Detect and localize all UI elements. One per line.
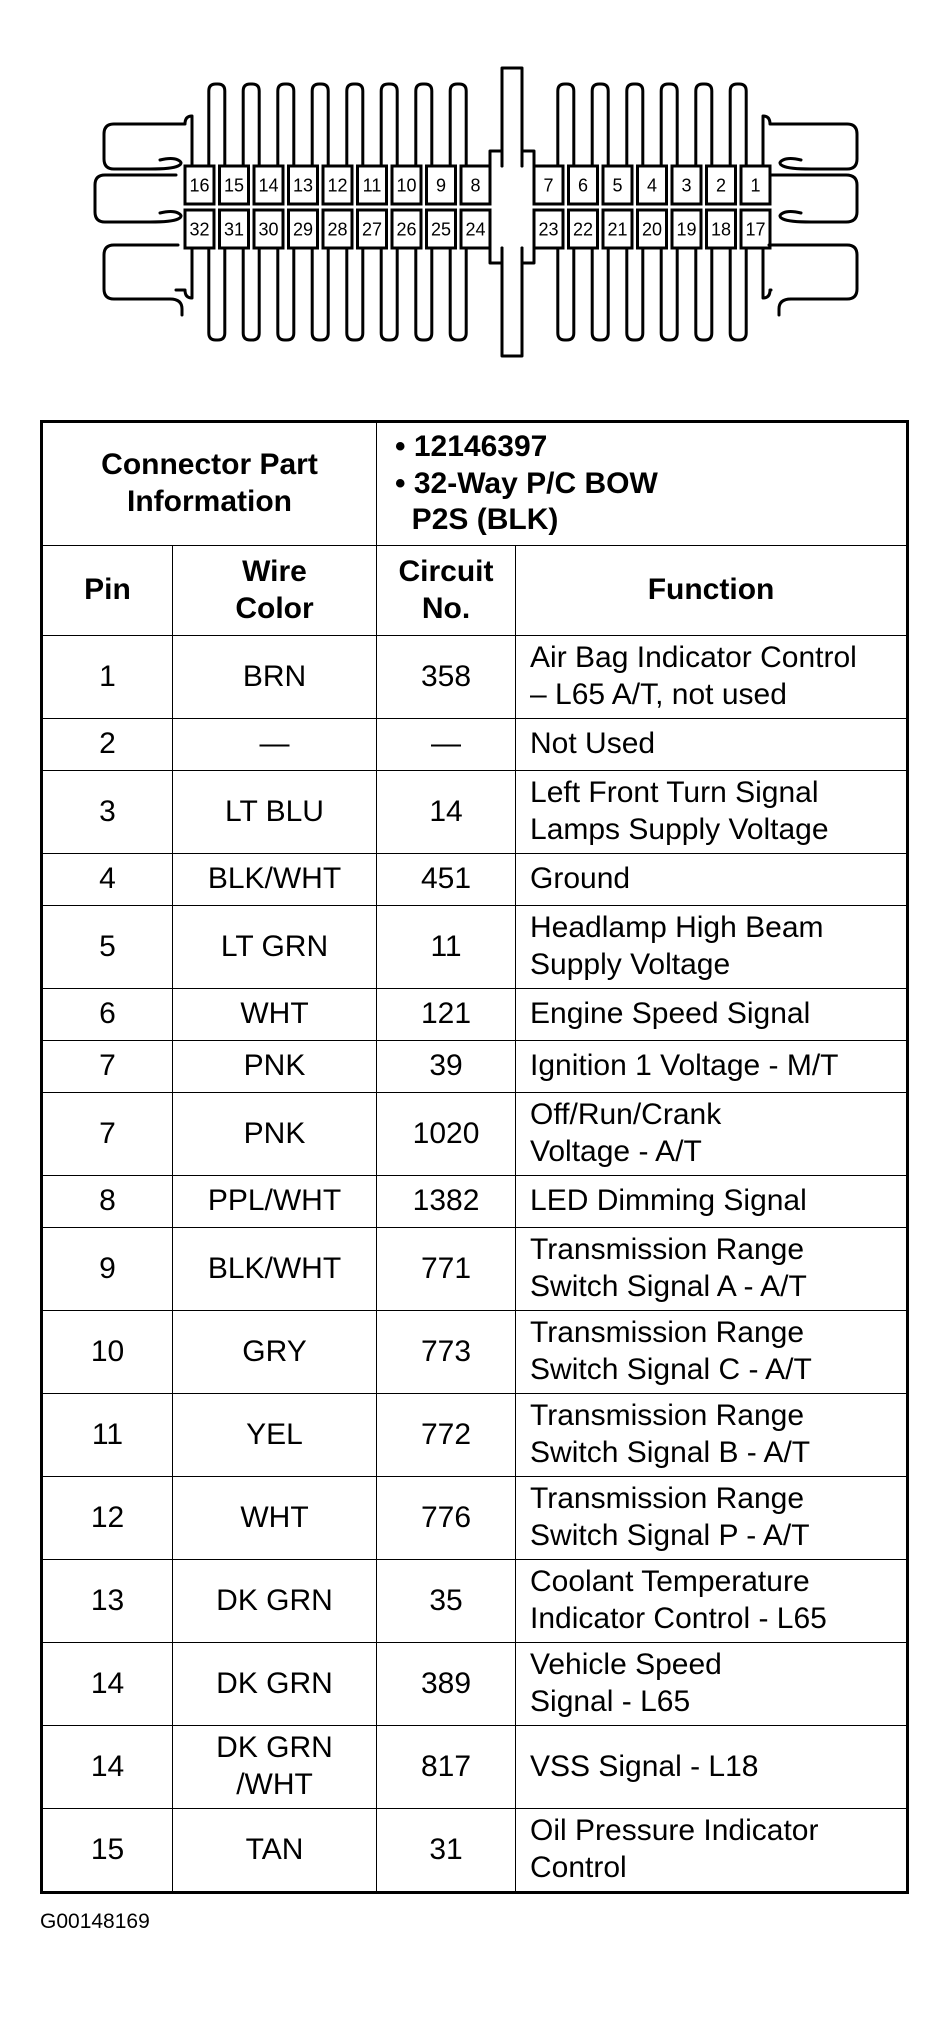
svg-text:30: 30 bbox=[258, 220, 278, 240]
svg-text:1: 1 bbox=[750, 176, 760, 196]
svg-text:22: 22 bbox=[573, 220, 593, 240]
svg-text:13: 13 bbox=[293, 176, 313, 196]
svg-text:28: 28 bbox=[327, 220, 347, 240]
svg-text:14: 14 bbox=[258, 176, 278, 196]
svg-text:16: 16 bbox=[189, 176, 209, 196]
svg-text:15: 15 bbox=[224, 176, 244, 196]
svg-text:5: 5 bbox=[612, 176, 622, 196]
svg-text:12: 12 bbox=[327, 176, 347, 196]
svg-text:8: 8 bbox=[470, 176, 480, 196]
svg-text:31: 31 bbox=[224, 220, 244, 240]
svg-text:3: 3 bbox=[681, 176, 691, 196]
svg-text:10: 10 bbox=[396, 176, 416, 196]
svg-text:7: 7 bbox=[543, 176, 553, 196]
svg-text:23: 23 bbox=[538, 220, 558, 240]
svg-text:26: 26 bbox=[396, 220, 416, 240]
svg-text:9: 9 bbox=[436, 176, 446, 196]
svg-text:32: 32 bbox=[189, 220, 209, 240]
svg-text:4: 4 bbox=[647, 176, 657, 196]
svg-text:6: 6 bbox=[578, 176, 588, 196]
svg-text:24: 24 bbox=[465, 220, 485, 240]
svg-text:17: 17 bbox=[745, 220, 765, 240]
svg-text:11: 11 bbox=[363, 176, 382, 196]
svg-text:2: 2 bbox=[716, 176, 726, 196]
svg-text:20: 20 bbox=[642, 220, 662, 240]
svg-text:27: 27 bbox=[362, 220, 382, 240]
svg-text:21: 21 bbox=[607, 220, 627, 240]
svg-text:29: 29 bbox=[293, 220, 313, 240]
svg-text:25: 25 bbox=[431, 220, 451, 240]
svg-text:18: 18 bbox=[711, 220, 731, 240]
svg-text:19: 19 bbox=[676, 220, 696, 240]
